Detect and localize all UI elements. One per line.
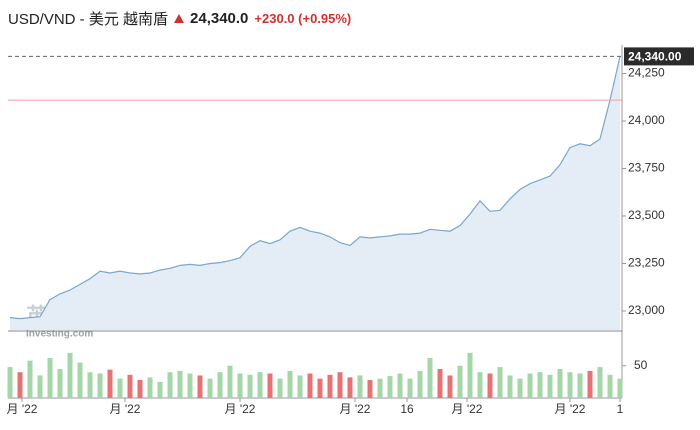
volume-bar	[417, 370, 423, 398]
volume-bar	[577, 373, 583, 398]
volume-bar	[537, 372, 543, 398]
y-tick-label: 23,750	[628, 161, 665, 175]
volume-bar	[367, 379, 373, 398]
volume-bar	[557, 369, 563, 398]
x-tick-label: 月 '22	[555, 402, 586, 416]
x-tick-label: 月 '22	[452, 402, 483, 416]
y-tick-label: 24,000	[628, 113, 665, 127]
last-value-box	[624, 47, 694, 66]
volume-bar	[147, 377, 153, 398]
volume-bar	[57, 369, 63, 398]
volume-bar	[477, 372, 483, 398]
volume-bar	[107, 369, 113, 398]
x-tick-label: 月 '22	[225, 402, 256, 416]
volume-bar	[127, 374, 133, 398]
watermark: 英为财情	[26, 304, 114, 329]
volume-bar	[17, 372, 23, 398]
y-tick-label: 23,000	[628, 303, 665, 317]
volume-bar	[427, 358, 433, 398]
volume-bar	[187, 373, 193, 398]
up-arrow	[174, 13, 185, 23]
volume-bar	[307, 373, 313, 398]
volume-bar	[237, 373, 243, 398]
x-tick-label: 月 '22	[7, 402, 38, 416]
title: USD/VND - 美元 越南盾	[8, 10, 169, 28]
volume-bar	[617, 378, 623, 398]
volume-bar	[567, 372, 573, 398]
volume-bar	[157, 381, 163, 398]
volume-bar	[467, 352, 473, 398]
volume-bar	[437, 369, 443, 398]
volume-bar	[447, 375, 453, 398]
volume-bar	[137, 379, 143, 398]
x-tick-label: 16	[400, 402, 414, 416]
volume-bar	[507, 375, 513, 398]
volume-bar	[527, 373, 533, 398]
volume-bar	[277, 378, 283, 398]
header: USD/VND - 美元 越南盾 24,340.0 +230.0 (+0.95%…	[8, 6, 351, 30]
volume-bar	[317, 378, 323, 398]
volume-bar	[607, 374, 613, 398]
volume-bar	[247, 374, 253, 398]
volume-bar	[347, 377, 353, 398]
volume-bar	[267, 373, 273, 398]
volume-bar	[387, 376, 393, 398]
volume-bar	[517, 378, 523, 398]
volume-bar	[377, 378, 383, 398]
volume-bar	[167, 372, 173, 398]
y-tick-label: 24,250	[628, 66, 665, 80]
volume-bar	[497, 367, 503, 398]
volume-bar	[217, 372, 223, 398]
volume-bar	[177, 370, 183, 398]
volume-bar	[357, 375, 363, 398]
volume-bar	[77, 362, 83, 398]
change: +230.0 (+0.95%)	[254, 10, 352, 26]
x-tick-label: 月 '22	[110, 402, 141, 416]
volume-bar	[27, 360, 33, 398]
price: 24,340.0	[190, 9, 249, 27]
volume-bar	[37, 375, 43, 398]
volume-bar	[457, 365, 463, 398]
volume-bar	[67, 352, 73, 398]
volume-bar	[227, 365, 233, 398]
volume-bar	[587, 370, 593, 398]
volume-bar	[7, 367, 13, 398]
volume-bar	[207, 378, 213, 398]
volume-tick-label: 50	[634, 358, 648, 372]
price-line	[9, 56, 621, 320]
area	[10, 56, 620, 331]
y-tick-label: 23,500	[628, 208, 665, 222]
volume-bar	[407, 378, 413, 398]
volume-bar	[197, 375, 203, 398]
volume-bar	[47, 358, 53, 398]
volume-bar	[327, 374, 333, 398]
y-tick-label: 23,250	[628, 256, 665, 270]
x-tick-label: 1	[617, 402, 624, 416]
volume-bar	[397, 373, 403, 398]
volume-bar	[87, 372, 93, 398]
volume-bar	[97, 373, 103, 398]
volume-bar	[337, 372, 343, 398]
volume-bar	[287, 370, 293, 398]
volume-bar	[117, 378, 123, 398]
watermark: Investing.com	[26, 329, 93, 340]
volume-bar	[597, 367, 603, 398]
volume-bar	[297, 375, 303, 398]
x-tick-label: 月 '22	[340, 402, 371, 416]
volume-bar	[257, 372, 263, 398]
volume-bar	[547, 374, 553, 398]
volume-bar	[487, 373, 493, 398]
last-value-label: 24,340.00	[628, 50, 682, 64]
